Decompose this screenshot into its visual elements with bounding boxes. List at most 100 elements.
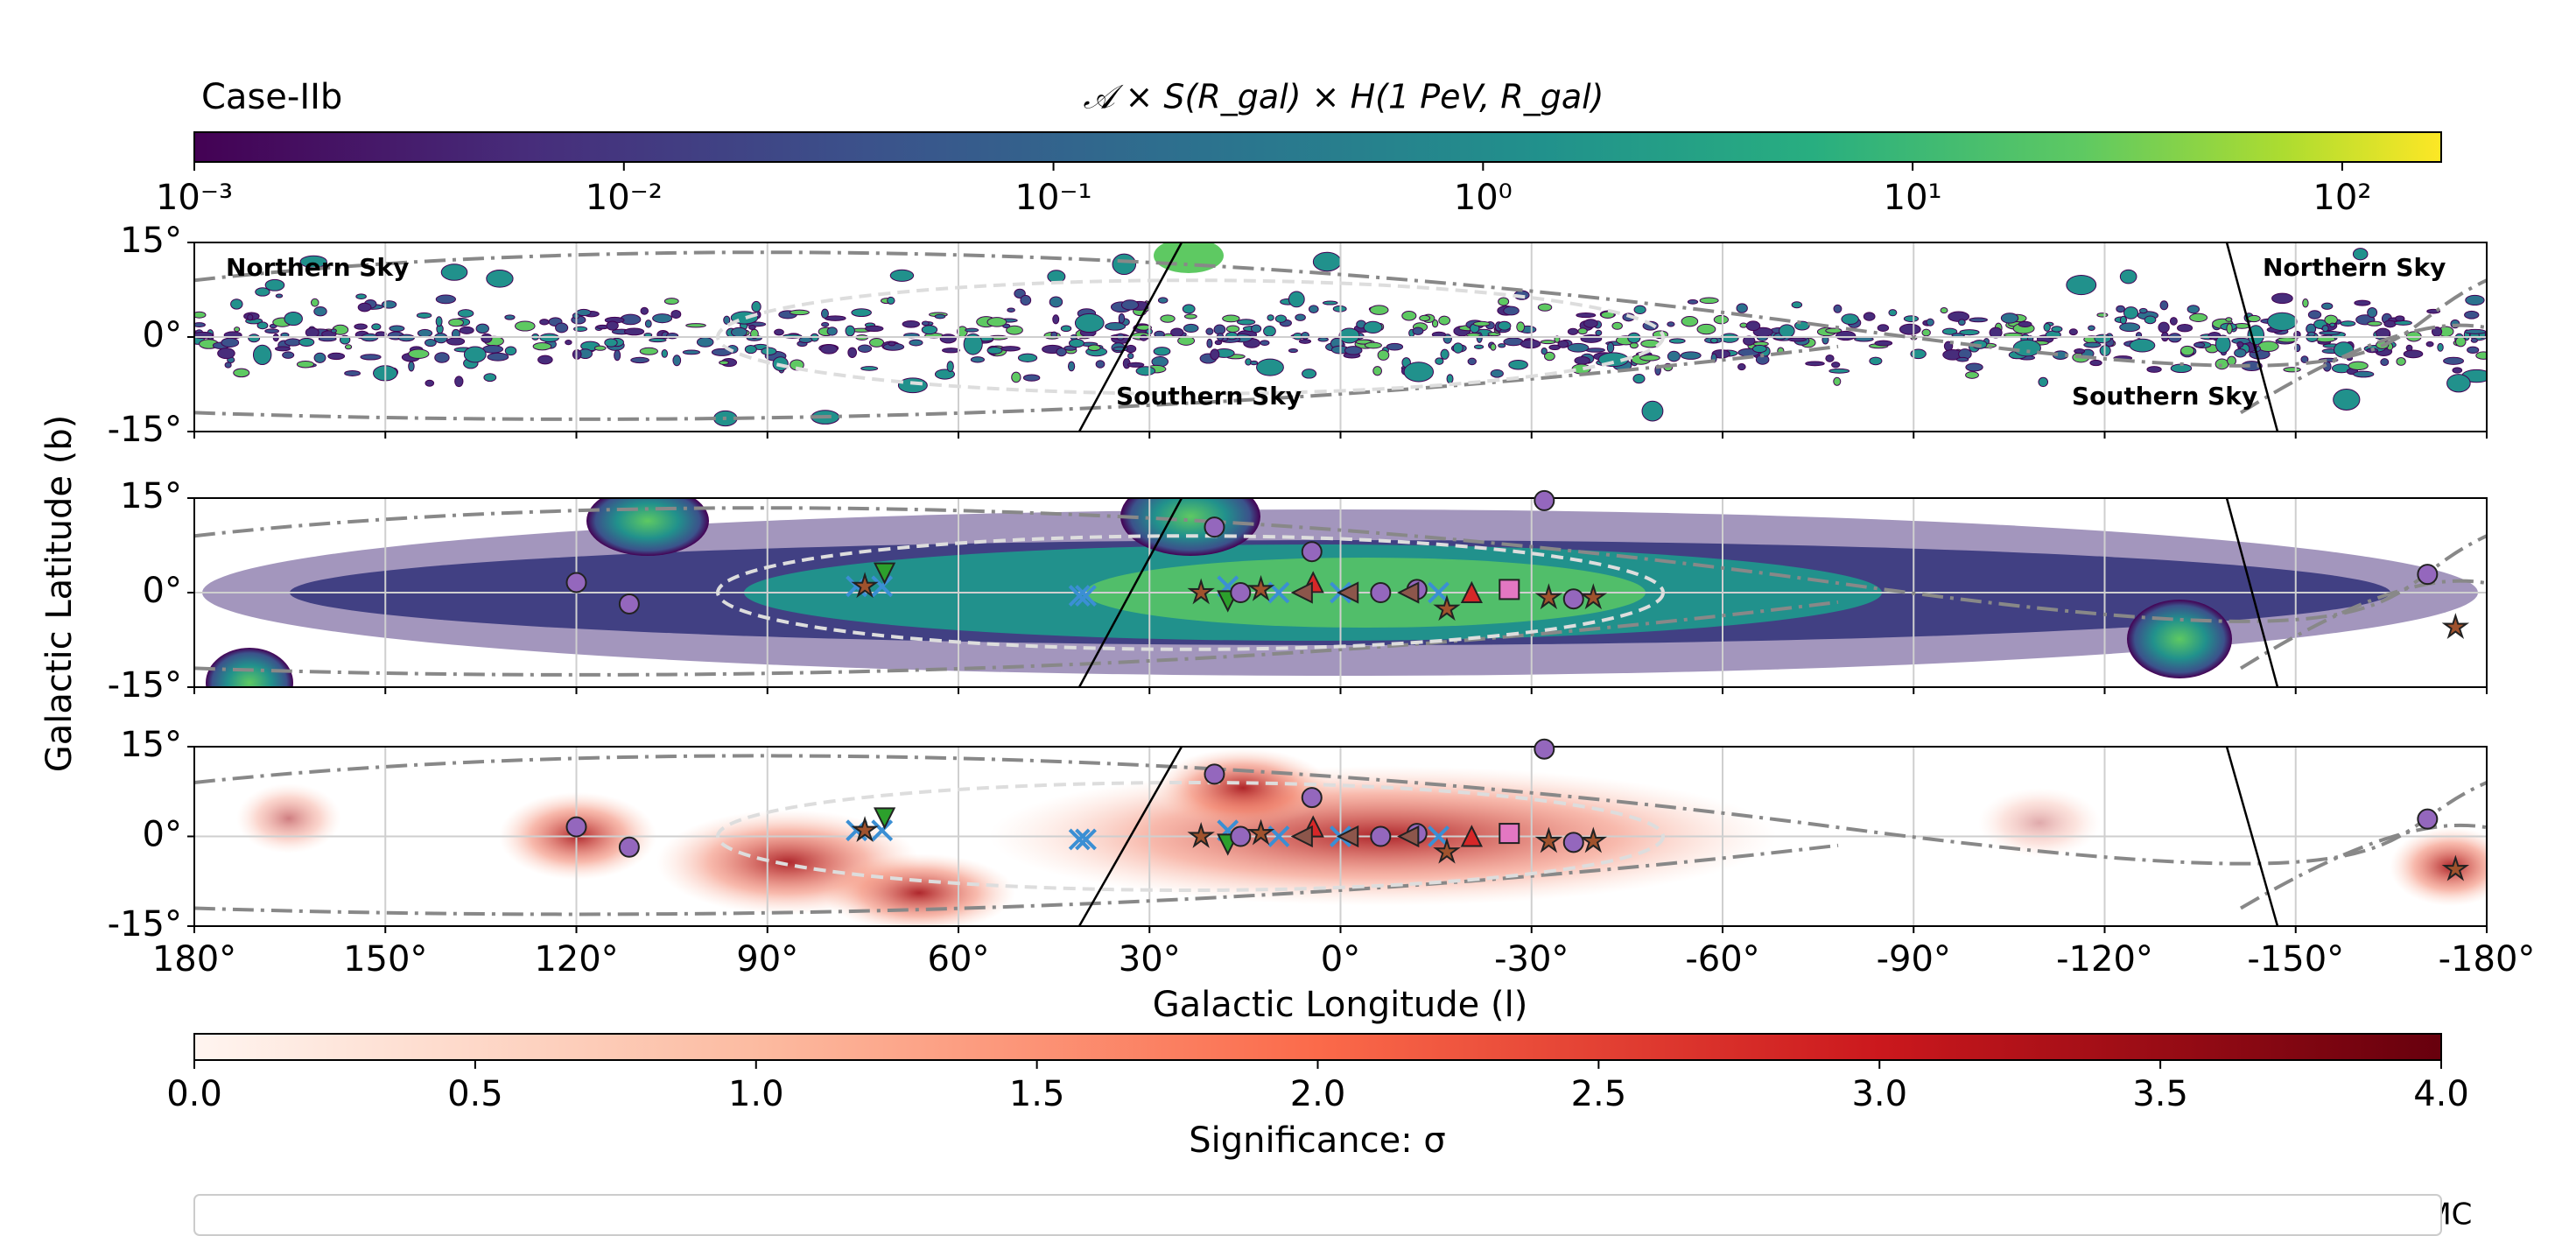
colorbar-tick-label: 2.5: [1571, 1074, 1627, 1114]
map-blob: [1160, 314, 1176, 323]
map-blob: [1105, 322, 1127, 331]
y-tick-label: -15°: [108, 410, 182, 450]
map-blob: [2437, 342, 2444, 352]
map-blob: [2043, 322, 2051, 332]
map-blob: [1068, 338, 1084, 348]
map-blob: [486, 269, 514, 288]
marker: [2441, 613, 2470, 639]
map-blob: [1888, 309, 1898, 317]
map-blob: [744, 344, 757, 355]
y-tick-label: 0°: [143, 815, 182, 855]
map-blob: [1183, 323, 1199, 333]
marker: [1433, 837, 1461, 864]
map-blob: [2215, 334, 2231, 354]
map-blob: [857, 344, 873, 353]
marker: [1230, 582, 1252, 603]
map-blob: [1831, 362, 1841, 369]
contour: [716, 534, 1665, 651]
map-blob: [1298, 339, 1312, 344]
map-blob: [1490, 343, 1497, 351]
map-blob: [2225, 317, 2233, 322]
marker: [1230, 825, 1252, 847]
map-blob: [504, 314, 516, 320]
marker: [1204, 516, 1225, 538]
colorbar-tick-label: 1.5: [1009, 1074, 1065, 1114]
map-blob: [1503, 305, 1520, 316]
marker: [851, 572, 879, 599]
map-blob: [230, 298, 243, 310]
map-blob: [248, 334, 261, 343]
map-blob: [2158, 321, 2170, 334]
map-blob: [1112, 253, 1137, 276]
map-blob: [1745, 320, 1761, 332]
map-blob: [1438, 315, 1451, 326]
map-blob: [298, 337, 315, 347]
map-blob: [487, 352, 509, 362]
map-blob: [2193, 341, 2206, 348]
map-blob: [652, 313, 673, 324]
map-blob: [1940, 306, 1948, 314]
map-blob: [909, 339, 923, 347]
x-tick-label: 60°: [928, 939, 990, 980]
colorbar-tick-label: 10⁰: [1454, 178, 1513, 218]
marker: [1534, 826, 1563, 853]
colorbar-tick-label: 0.5: [447, 1074, 503, 1114]
map-blob: [965, 327, 979, 333]
map-blob: [1446, 374, 1454, 384]
marker: [2417, 564, 2439, 586]
map-blob: [1632, 373, 1646, 384]
marker: [2441, 854, 2470, 881]
map-blob: [1969, 317, 1988, 323]
map-blob: [296, 360, 315, 369]
sky-boundary: [2225, 242, 2279, 432]
map-blob: [847, 347, 858, 358]
colorbar-label: 𝒜 × S(R_gal) × H(1 PeV, R_gal): [1083, 78, 1604, 116]
map-blob: [1377, 349, 1390, 361]
map-blob: [623, 327, 645, 336]
map-blob: [2475, 351, 2487, 360]
contour: [194, 754, 2487, 866]
marker: [1460, 580, 1483, 603]
map-blob: [1205, 327, 1214, 335]
marker: [1428, 825, 1449, 847]
map-blob: [761, 347, 777, 356]
map-blob: [1903, 315, 1920, 323]
map-blob: [2395, 315, 2405, 322]
map-blob: [1127, 352, 1134, 360]
map-blob: [2138, 307, 2148, 314]
map-blob: [2129, 338, 2156, 353]
map-blob: [539, 319, 550, 326]
map-blob: [2123, 306, 2139, 320]
x-tick-label: -30°: [1494, 939, 1569, 980]
map-blob: [435, 294, 456, 305]
map-blob: [1274, 314, 1288, 323]
marker: [1187, 821, 1215, 848]
map-blob: [1498, 297, 1510, 306]
x-tick-label: 120°: [534, 939, 618, 980]
map-blob: [1435, 357, 1444, 365]
map-blob: [206, 648, 293, 687]
map-blob: [1250, 324, 1262, 334]
map-blob: [1067, 361, 1076, 372]
map-blob: [2159, 300, 2169, 311]
map-blob: [1182, 304, 1196, 314]
marker: [1370, 582, 1392, 603]
map-blob: [921, 325, 938, 335]
map-blob: [672, 355, 682, 367]
map-blob: [1401, 311, 1417, 321]
map-blob: [1049, 296, 1063, 308]
map-blob: [1236, 319, 1256, 326]
map-blob: [344, 344, 353, 350]
map-blob: [282, 351, 295, 359]
map-blob: [1541, 348, 1548, 355]
map-blob: [2038, 376, 2049, 388]
colorbar: [193, 131, 2442, 163]
marker: [873, 562, 896, 585]
map-blob: [1498, 320, 1512, 331]
map-blob: [2051, 326, 2063, 333]
map-blob: [2119, 315, 2127, 325]
map-blob: [2169, 317, 2178, 326]
map-blob: [934, 313, 946, 320]
map-blob: [2271, 292, 2293, 305]
